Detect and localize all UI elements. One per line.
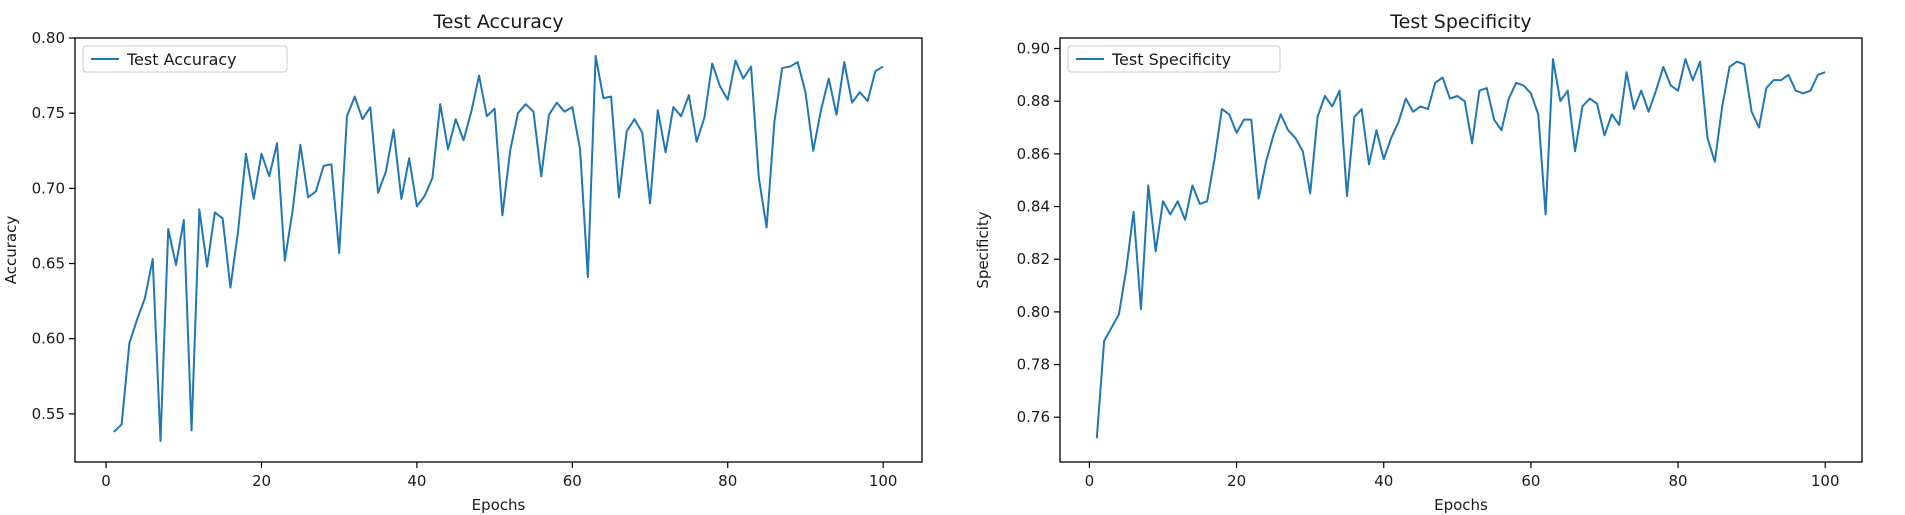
y-tick-label: 0.78: [1017, 356, 1050, 374]
x-tick-label: 80: [1669, 472, 1688, 490]
y-tick-label: 0.88: [1017, 92, 1050, 110]
y-tick-label: 0.80: [1017, 303, 1050, 321]
y-tick-label: 0.86: [1017, 145, 1050, 163]
chart-title: Test Specificity: [1389, 11, 1531, 33]
x-tick-label: 80: [718, 472, 737, 490]
y-tick-label: 0.70: [32, 179, 65, 197]
y-tick-label: 0.76: [1017, 408, 1050, 426]
x-tick-label: 40: [1374, 472, 1393, 490]
x-tick-label: 20: [252, 472, 271, 490]
y-tick-label: 0.80: [32, 29, 65, 47]
plot-frame: [1059, 37, 1863, 463]
x-tick-label: 0: [1085, 472, 1095, 490]
legend-box: [1067, 45, 1281, 73]
legend-label: Test Accuracy: [126, 50, 237, 69]
legend-box: [82, 45, 288, 73]
x-tick-label: 100: [1811, 472, 1840, 490]
y-axis-label: Specificity: [974, 211, 992, 288]
x-tick-label: 60: [1521, 472, 1540, 490]
x-tick-label: 40: [407, 472, 426, 490]
x-axis-label: Epochs: [1434, 496, 1488, 514]
y-tick-label: 0.75: [32, 104, 65, 122]
legend: Test Accuracy: [82, 45, 288, 73]
y-tick-label: 0.84: [1017, 198, 1050, 216]
y-tick-label: 0.82: [1017, 250, 1050, 268]
chart-1: Test Accuracy 0 20 40 60 80 100 0.55 0.60 0.65 0.7…: [2, 11, 923, 514]
x-tick-label: 20: [1227, 472, 1246, 490]
x-tick-label: 100: [869, 472, 898, 490]
chart-2: Test Specificity 0 20 40 60 80 100 0.76 0.78 0.80…: [974, 11, 1863, 514]
series-line: [1095, 58, 1826, 439]
y-tick-label: 0.60: [32, 330, 65, 348]
x-tick-label: 60: [563, 472, 582, 490]
x-axis-label: Epochs: [472, 496, 526, 514]
plot-frame: [74, 37, 923, 463]
y-tick-label: 0.55: [32, 405, 65, 423]
series-line: [113, 55, 884, 442]
chart-title: Test Accuracy: [432, 11, 563, 33]
y-tick-label: 0.65: [32, 255, 65, 273]
x-tick-label: 0: [101, 472, 111, 490]
legend: Test Specificity: [1067, 45, 1281, 73]
legend-label: Test Specificity: [1111, 50, 1231, 69]
y-tick-label: 0.90: [1017, 40, 1050, 58]
y-axis-label: Accuracy: [2, 216, 20, 285]
